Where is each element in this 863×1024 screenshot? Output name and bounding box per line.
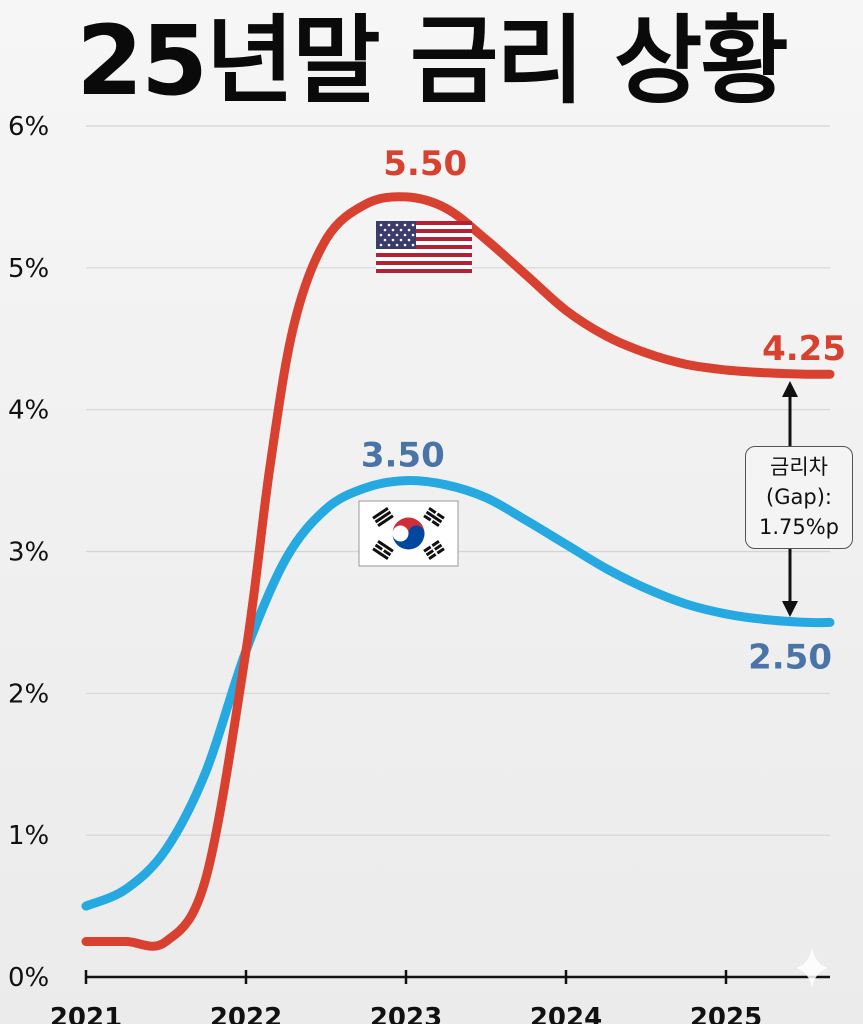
gap-annotation-box: 금리차 (Gap): 1.75%p: [745, 446, 853, 549]
x-tick-label: 2021: [50, 1003, 122, 1024]
us-flag-icon: [376, 221, 472, 273]
gap-arrow: [782, 381, 798, 617]
us-peak-label: 5.50: [383, 144, 467, 184]
y-tick-label: 2%: [8, 679, 49, 709]
y-tick-label: 1%: [8, 821, 49, 851]
y-tick-label: 6%: [8, 112, 49, 142]
gap-label-line-2: (Gap):: [766, 485, 832, 509]
y-tick-label: 5%: [8, 254, 49, 284]
sparkle-icon: [796, 948, 828, 988]
x-tick-label: 2024: [530, 1003, 602, 1024]
y-tick-label: 0%: [8, 963, 49, 993]
kr-rate-line: [81, 476, 835, 911]
y-tick-label: 4%: [8, 396, 49, 426]
x-tick-label: 2022: [210, 1003, 282, 1024]
x-tick-label: 2025: [690, 1003, 762, 1024]
kr-peak-label: 3.50: [361, 436, 445, 476]
y-tick-label: 3%: [8, 538, 49, 568]
chart-title: 25년말 금리 상황: [76, 5, 788, 117]
kr-end-label: 2.50: [748, 637, 832, 677]
x-tick-label: 2023: [370, 1003, 442, 1024]
us-rate-line: [81, 192, 835, 951]
gap-label-line-1: 금리차: [770, 455, 828, 479]
gap-label-line-3: 1.75%p: [758, 515, 840, 539]
us-end-label: 4.25: [762, 329, 846, 369]
kr-flag-icon: [358, 500, 459, 567]
